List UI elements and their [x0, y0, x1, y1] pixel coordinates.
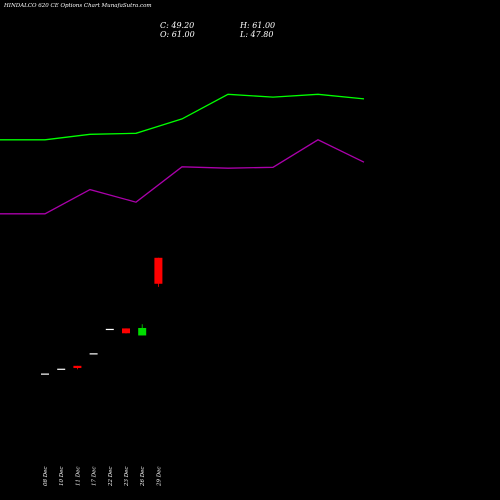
x-tick-label: 10 Dec — [59, 467, 65, 487]
x-tick-label: 23 Dec — [124, 467, 130, 488]
high-value: H: 61.00 — [240, 21, 276, 30]
candle-3 — [89, 353, 98, 355]
candle-0 — [41, 373, 49, 375]
candle-body — [122, 328, 130, 334]
candle-body — [89, 353, 98, 355]
x-tick-label: 26 Dec — [140, 467, 146, 488]
candle-2 — [73, 365, 82, 370]
x-tick-label: 08 Dec — [43, 467, 49, 487]
x-tick-label: 11 Dec — [75, 467, 81, 487]
chart-title: HINDALCO 620 CE Options Chart MunafaSutr… — [4, 3, 152, 9]
candle-body — [73, 365, 82, 369]
candle-body — [57, 368, 66, 370]
open-value: O: 61.00 — [160, 30, 195, 39]
candle-5 — [122, 328, 130, 334]
close-value: C: 49.20 — [160, 21, 195, 30]
candle-4 — [105, 328, 114, 331]
candle-7 — [154, 257, 163, 287]
green-line-series — [0, 93, 365, 141]
x-tick-label: 17 Dec — [92, 467, 98, 487]
candle-body — [105, 328, 114, 331]
candle-1 — [57, 368, 66, 370]
candle-6 — [138, 324, 147, 336]
magenta-line-series — [0, 139, 365, 215]
candle-body — [41, 373, 49, 375]
x-tick-label: 22 Dec — [108, 467, 114, 488]
candle-body — [154, 257, 163, 284]
low-value: L: 47.80 — [240, 30, 274, 39]
candle-body — [138, 327, 147, 336]
x-tick-label: 29 Dec — [156, 467, 162, 488]
